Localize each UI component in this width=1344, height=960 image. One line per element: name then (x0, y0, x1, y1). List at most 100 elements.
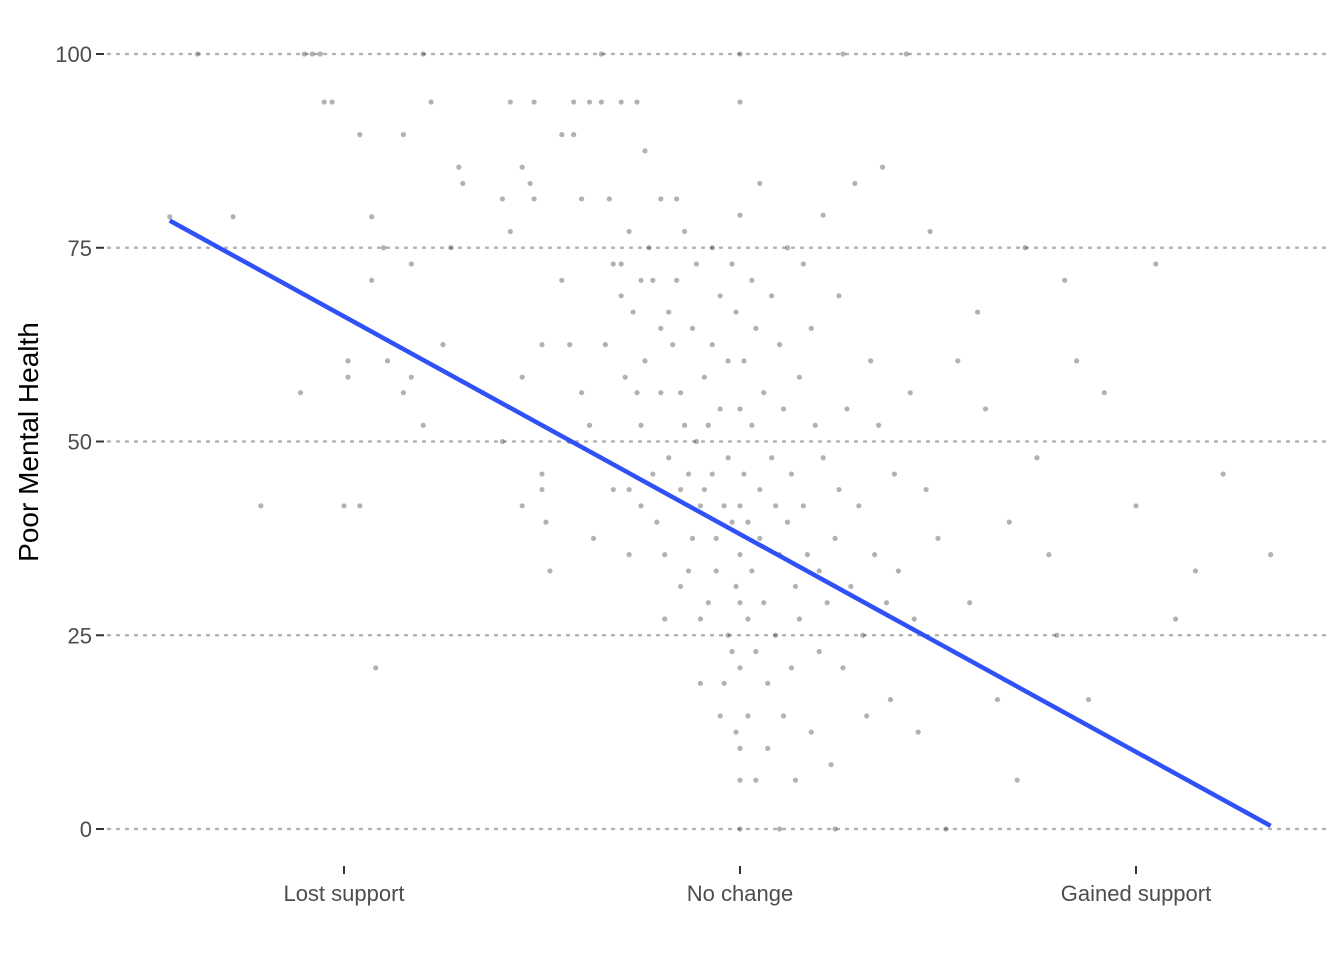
data-point (860, 632, 866, 638)
data-point (757, 486, 763, 493)
data-point (757, 535, 763, 541)
data-point (634, 390, 640, 396)
data-point (737, 665, 743, 671)
data-point (309, 51, 315, 57)
data-point (420, 51, 426, 57)
data-point (689, 325, 696, 331)
data-point (753, 325, 759, 331)
data-point (650, 471, 656, 477)
data-point (733, 729, 739, 735)
data-point (804, 552, 810, 558)
data-point (531, 99, 537, 105)
data-points (167, 51, 1274, 832)
data-point (800, 503, 806, 509)
data-point (618, 261, 624, 267)
data-point (345, 374, 351, 380)
data-point (681, 228, 688, 235)
data-point (634, 99, 640, 105)
data-point (780, 406, 787, 412)
data-point (836, 293, 842, 299)
data-point (856, 503, 862, 509)
data-point (598, 99, 605, 105)
data-point (662, 616, 668, 622)
data-point (721, 503, 727, 509)
data-point (408, 374, 414, 380)
data-point (745, 616, 751, 622)
x-tick-label: No change (687, 881, 793, 906)
data-point (381, 245, 387, 251)
data-point (816, 648, 822, 655)
data-point (638, 422, 644, 428)
data-point (646, 245, 652, 251)
data-point (341, 503, 347, 509)
data-point (258, 503, 264, 509)
data-point (872, 552, 878, 558)
data-point (685, 471, 692, 477)
data-point (1074, 358, 1080, 364)
data-point (725, 632, 731, 638)
data-point (1014, 777, 1020, 783)
data-point (955, 358, 961, 364)
data-point (757, 180, 763, 187)
data-point (737, 552, 743, 558)
data-point (571, 132, 577, 138)
data-point (697, 616, 704, 622)
data-point (701, 486, 707, 493)
x-tick-label: Lost support (283, 881, 404, 906)
data-point (678, 390, 684, 396)
data-point (737, 600, 743, 606)
gridlines (106, 52, 1332, 831)
data-point (796, 374, 803, 380)
data-point (788, 471, 795, 477)
data-point (685, 568, 692, 574)
data-point (543, 519, 549, 525)
data-point (717, 406, 723, 412)
data-point (1153, 261, 1159, 267)
data-point (1220, 471, 1226, 477)
data-point (777, 342, 783, 348)
data-point (709, 245, 715, 251)
data-point (369, 214, 375, 220)
data-point (539, 342, 545, 348)
data-point (666, 309, 672, 315)
data-point (844, 406, 850, 412)
data-point (717, 293, 723, 299)
data-point (539, 486, 545, 493)
data-point (602, 342, 608, 348)
data-point (721, 680, 727, 686)
data-point (697, 680, 704, 686)
data-point (345, 358, 351, 364)
data-point (519, 374, 525, 380)
data-point (571, 99, 577, 105)
data-point (733, 309, 739, 315)
data-point (1133, 503, 1139, 509)
data-point (761, 600, 767, 606)
data-point (630, 309, 636, 315)
data-point (792, 583, 799, 590)
data-point (733, 583, 739, 590)
data-point (357, 503, 363, 509)
data-point (689, 535, 696, 541)
data-point (531, 196, 537, 202)
data-point (729, 519, 735, 525)
data-point (642, 148, 648, 154)
data-point (1006, 519, 1012, 525)
data-point (460, 180, 466, 187)
data-point (567, 342, 573, 348)
data-point (654, 519, 660, 525)
data-point (887, 696, 894, 703)
trend-line (168, 218, 1272, 828)
data-point (194, 51, 201, 57)
data-point (622, 374, 628, 380)
data-point (610, 486, 616, 493)
data-point (725, 455, 731, 461)
y-axis-ticks: 0 25 50 75 100 (55, 42, 104, 842)
data-point (642, 358, 648, 364)
data-point (598, 51, 605, 57)
data-point (828, 762, 834, 768)
data-point (666, 455, 672, 461)
trend-line-group (168, 218, 1272, 828)
data-point (935, 535, 941, 541)
data-point (773, 503, 779, 509)
y-tick-label: 25 (68, 623, 92, 648)
